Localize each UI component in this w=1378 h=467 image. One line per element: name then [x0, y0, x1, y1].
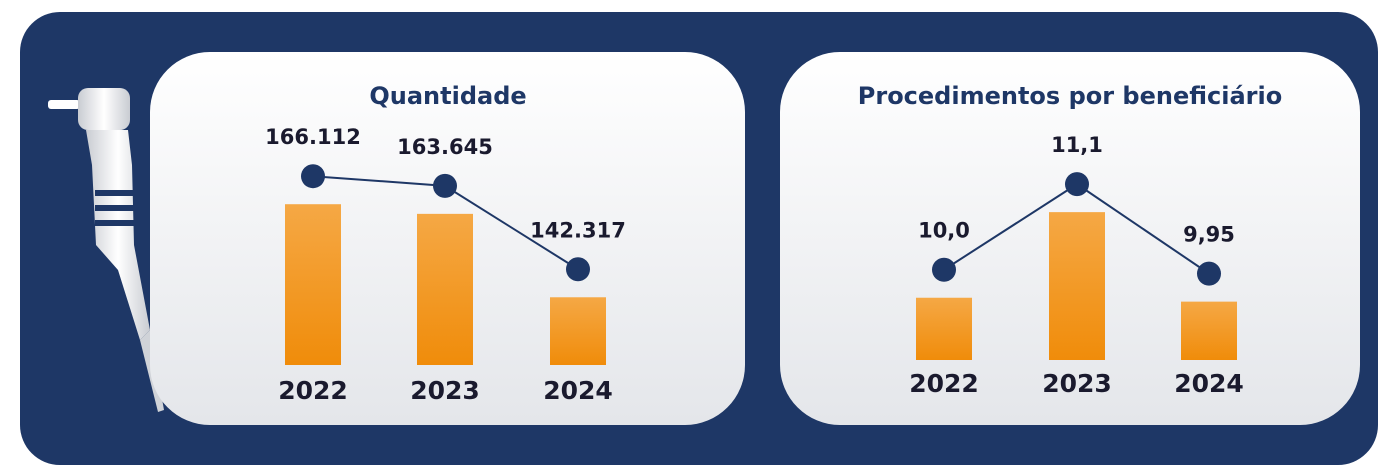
point [1197, 261, 1221, 286]
bar [1181, 301, 1237, 360]
bar [916, 297, 972, 360]
x-tick-label: 2023 [410, 376, 480, 405]
x-tick-label: 2022 [278, 376, 348, 405]
bar [417, 213, 473, 365]
x-tick-label: 2022 [909, 369, 979, 398]
chart-title: Quantidade [369, 82, 526, 110]
bar [285, 204, 341, 365]
value-label: 11,1 [1051, 133, 1103, 157]
x-tick-label: 2023 [1042, 369, 1112, 398]
bar [1049, 212, 1105, 360]
point [1065, 172, 1089, 197]
chart-title: Procedimentos por beneficiário [858, 82, 1282, 110]
point [566, 257, 590, 282]
value-label: 9,95 [1183, 223, 1235, 247]
value-label: 142.317 [530, 218, 626, 242]
value-label: 163.645 [397, 135, 493, 159]
bar [550, 297, 606, 365]
x-tick-label: 2024 [1174, 369, 1244, 398]
x-tick-label: 2024 [543, 376, 613, 405]
point [433, 173, 457, 198]
value-label: 166.112 [265, 125, 361, 149]
value-label: 10,0 [918, 219, 970, 243]
point [301, 164, 325, 189]
point [932, 257, 956, 282]
